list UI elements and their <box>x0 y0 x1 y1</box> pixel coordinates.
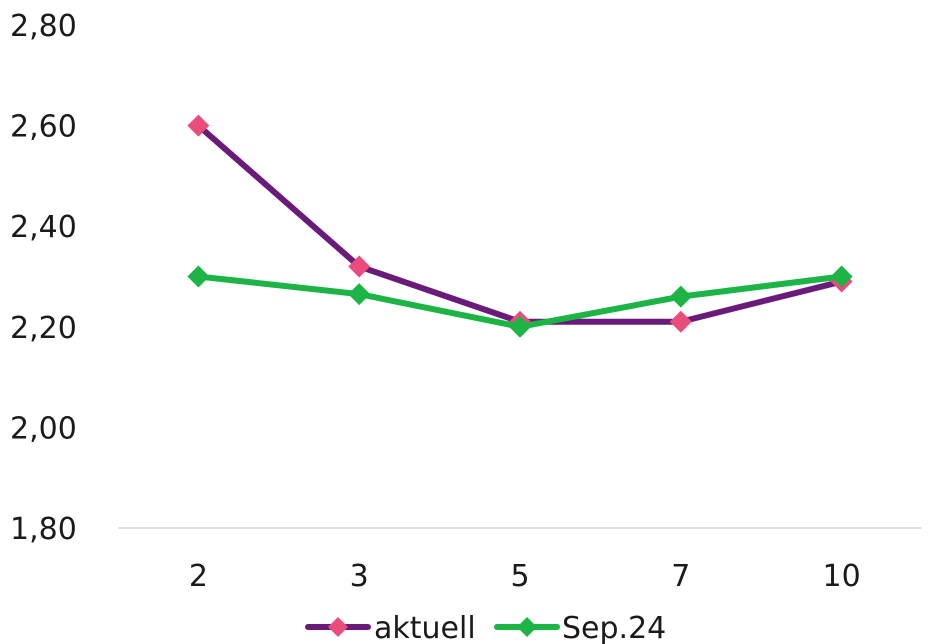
legend: aktuell Sep.24 <box>305 611 666 644</box>
y-tick-label: 2,00 <box>10 411 77 446</box>
data-point-marker <box>669 310 692 333</box>
y-tick-label: 2,60 <box>10 110 77 145</box>
data-point-marker <box>348 255 371 278</box>
data-point-marker <box>187 114 210 137</box>
y-axis: 1,80 2,00 2,20 2,40 2,60 2,80 <box>10 9 77 547</box>
y-tick-label: 2,40 <box>10 210 77 245</box>
x-tick-label: 2 <box>189 559 208 594</box>
legend-marker-swatch <box>517 617 537 637</box>
x-tick-label: 5 <box>510 559 529 594</box>
legend-label: Sep.24 <box>562 611 666 644</box>
legend-item: Sep.24 <box>494 611 666 644</box>
y-tick-label: 1,80 <box>10 512 77 547</box>
x-tick-label: 7 <box>671 559 690 594</box>
x-tick-label: 3 <box>350 559 369 594</box>
legend-marker-swatch <box>328 617 348 637</box>
series-layer <box>187 114 853 338</box>
y-tick-label: 2,80 <box>10 9 77 44</box>
legend-label: aktuell <box>374 611 476 644</box>
series-1 <box>187 265 853 338</box>
legend-item: aktuell <box>305 611 476 644</box>
series-line <box>195 122 845 325</box>
y-tick-label: 2,20 <box>10 311 77 346</box>
x-tick-label: 10 <box>823 559 861 594</box>
data-point-marker <box>669 285 692 308</box>
data-point-marker <box>187 265 210 288</box>
data-point-marker <box>509 315 531 338</box>
data-point-marker <box>348 283 371 306</box>
series-0 <box>187 114 853 333</box>
x-axis: 2 3 5 7 10 <box>189 559 861 594</box>
data-point-marker <box>830 265 853 288</box>
